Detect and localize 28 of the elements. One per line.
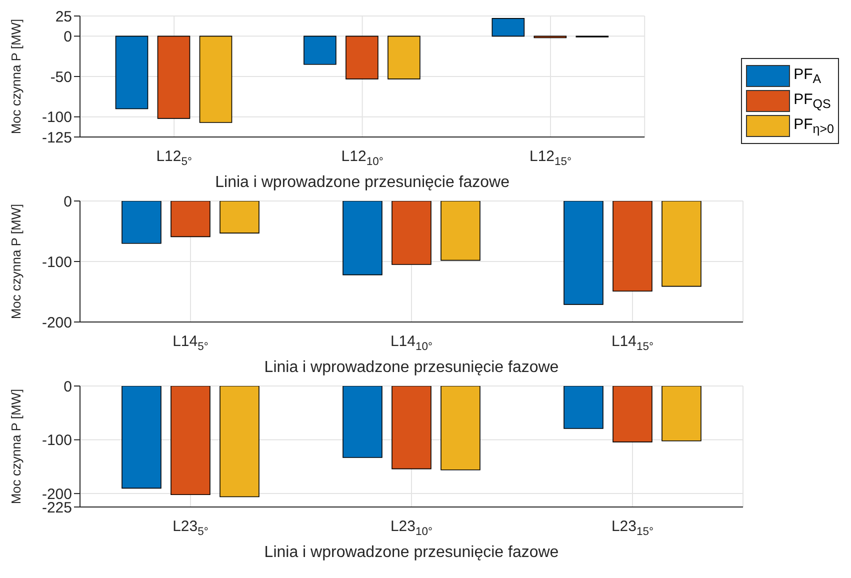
x-tick-label: L23$_{15°}$ <box>611 518 654 538</box>
x-tick-label: L12$_{5°}$ <box>156 148 192 168</box>
y-tick-label: -50 <box>50 68 72 86</box>
y-axis-title: Moc czynna P [MW] <box>8 18 24 134</box>
y-tick-label: -100 <box>42 109 72 126</box>
x-tick-label: L12$_{10°}$ <box>341 148 384 168</box>
y-tick-label: 0 <box>64 28 72 46</box>
y-tick-label: 25 <box>55 8 72 26</box>
y-tick-label: 0 <box>64 378 72 396</box>
y-tick-label: -100 <box>42 254 72 271</box>
y-tick-label: -100 <box>42 432 72 450</box>
y-tick-label: 0 <box>64 193 72 210</box>
legend-label: PF$_{η>0}$ <box>794 116 834 136</box>
x-tick-label: L23$_{10°}$ <box>390 518 433 538</box>
x-tick-label: L14$_{10°}$ <box>390 333 433 353</box>
legend-label: PF$_{A}$ <box>794 66 822 86</box>
legend-label: PF$_{QS}$ <box>794 90 831 110</box>
y-axis-title: Moc czynna P [MW] <box>8 388 24 504</box>
x-axis-title: Linia i wprowadzone przesunięcie fazowe <box>264 544 559 561</box>
x-axis-title: Linia i wprowadzone przesunięcie fazowe <box>215 174 510 191</box>
x-tick-label: L14$_{5°}$ <box>172 333 208 353</box>
y-tick-label: -125 <box>42 129 72 146</box>
x-tick-label: L14$_{15°}$ <box>611 333 654 353</box>
y-axis-title: Moc czynna P [MW] <box>8 204 24 320</box>
x-axis-title: Linia i wprowadzone przesunięcie fazowe <box>264 359 559 376</box>
x-tick-label: L12$_{15°}$ <box>529 148 572 168</box>
y-tick-label: -200 <box>42 314 72 332</box>
x-tick-label: L23$_{5°}$ <box>172 518 208 538</box>
